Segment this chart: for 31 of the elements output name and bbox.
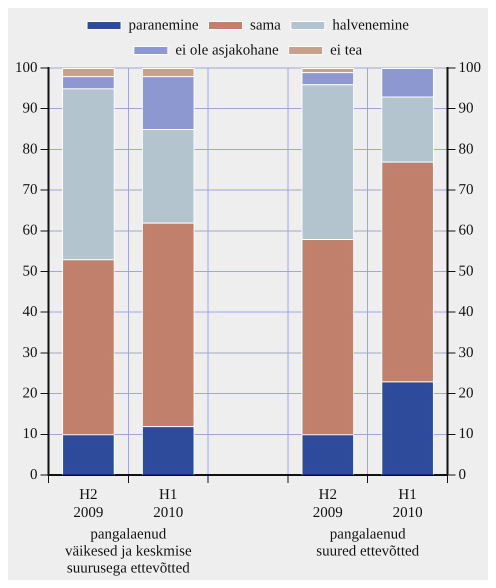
y2-tick-label: 10	[458, 426, 474, 442]
y-tick-label: 80	[22, 141, 38, 158]
y2-tick-label: 70	[458, 182, 474, 198]
y-tick-label: 20	[22, 386, 38, 402]
y2-tick-label: 80	[458, 141, 474, 158]
y-tick-label: 40	[22, 304, 38, 320]
y-tick-label: 70	[22, 182, 38, 198]
x-tick-label: H1 2010	[392, 486, 423, 521]
text: pangalaenud suured ettevõtted	[316, 526, 420, 560]
y2-tick-label: 50	[458, 263, 474, 280]
legend-label: sama	[250, 17, 282, 34]
text: pangalaenud väikesed ja keskmise suurusega ettevõtted	[64, 526, 192, 576]
legend-label: ei ole asjakohane	[175, 42, 279, 58]
y2-tick-label: 60	[458, 222, 474, 239]
y2-tick-label: 40	[458, 304, 474, 320]
x-tick-label: H1 2010	[153, 486, 184, 521]
y2-tick-label: 20	[458, 386, 474, 402]
y-tick-label: 100	[15, 60, 38, 76]
y2-tick-label: 90	[458, 100, 474, 117]
y-tick-label: 10	[22, 426, 38, 442]
y2-tick-label: 100	[458, 60, 481, 76]
y-tick-label: 50	[22, 263, 38, 280]
y2-tick-label: 30	[458, 344, 474, 361]
y-tick-label: 30	[22, 344, 38, 361]
y-tick-label: 0	[30, 466, 38, 483]
legend-label: ei tea	[330, 42, 363, 58]
y-tick-label: 60	[22, 222, 38, 239]
y2-tick-label: 0	[458, 466, 466, 483]
y-tick-label: 90	[22, 100, 38, 117]
legend-label: halvenemine	[332, 17, 410, 34]
legend-label: paranemine	[128, 17, 199, 34]
